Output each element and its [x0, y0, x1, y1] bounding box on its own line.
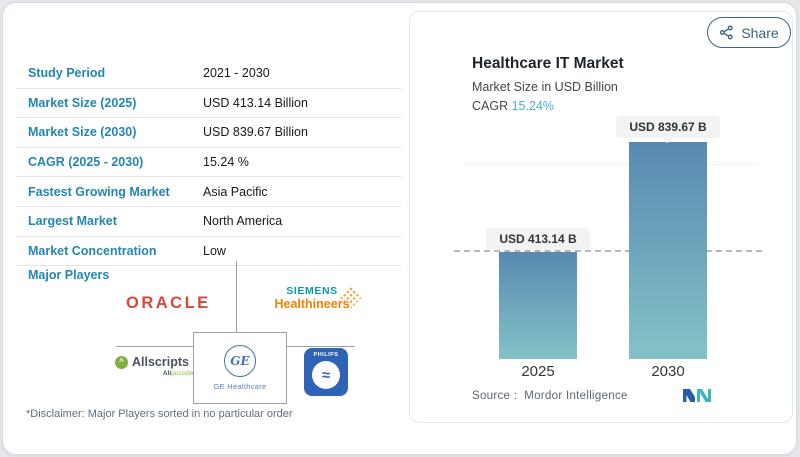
ge-monogram-icon: GE	[224, 345, 256, 377]
healthineers-wordmark: Healthineers	[274, 297, 350, 312]
source-value: Mordor Intelligence	[524, 390, 628, 402]
allscripts-chevron-icon: ^	[115, 355, 128, 369]
allscripts-tagline-bold: All	[162, 370, 172, 377]
chart-cagr-line: CAGR 15.24%	[472, 99, 624, 113]
table-row: Market Concentration Low	[17, 237, 401, 267]
disclaimer-text: *Disclaimer: Major Players sorted in no …	[26, 408, 293, 420]
market-stats-table: Study Period 2021 - 2030 Market Size (20…	[17, 59, 401, 267]
allscripts-tagline-script: possible	[171, 370, 195, 377]
bar-value-badge-2030: USD 839.67 B	[616, 116, 720, 143]
siemens-healthineers-logo: SIEMENS Healthineers	[256, 285, 368, 311]
bar-2025	[499, 252, 577, 359]
philips-shield-icon: PHILIPS ≈	[304, 348, 348, 396]
row-value: Low	[203, 243, 226, 258]
cagr-value: 15.24%	[511, 99, 555, 113]
philips-logo: PHILIPS ≈	[304, 348, 349, 396]
share-button[interactable]: Share	[707, 17, 791, 48]
allscripts-tagline: Allpossible	[115, 370, 195, 377]
chart-title: Healthcare IT Market	[472, 55, 624, 72]
cagr-label: CAGR	[472, 99, 509, 113]
source-attribution: Source : Mordor Intelligence	[472, 390, 628, 402]
table-row: Largest Market North America	[17, 207, 401, 237]
row-value: Asia Pacific	[203, 184, 268, 199]
philips-wordmark: PHILIPS	[313, 352, 339, 358]
row-value: USD 413.14 Billion	[203, 95, 308, 110]
table-row: CAGR (2025 - 2030) 15.24 %	[17, 148, 401, 178]
row-label: Market Size (2030)	[28, 125, 137, 140]
source-label: Source :	[472, 390, 518, 402]
row-label: Market Size (2025)	[28, 95, 137, 110]
bar-2030	[629, 142, 707, 359]
bar-value-badge-2025: USD 413.14 B	[486, 228, 590, 250]
share-button-label: Share	[741, 24, 779, 41]
row-label: Fastest Growing Market	[28, 184, 170, 199]
org-chart-vertical-line	[236, 261, 237, 334]
chart-subtitle: Market Size in USD Billion	[472, 80, 618, 94]
row-label: Study Period	[28, 66, 106, 81]
allscripts-wordmark: Allscripts	[132, 355, 189, 369]
oracle-logo: ORACLE	[126, 294, 211, 312]
mordor-intelligence-logo-icon	[683, 389, 711, 402]
dashed-threshold-line	[454, 250, 762, 252]
allscripts-logo: ^ Allscripts Allpossible	[115, 355, 195, 377]
table-row: Fastest Growing Market Asia Pacific	[17, 177, 401, 207]
philips-waves-icon: ≈	[312, 361, 340, 389]
row-label: Largest Market	[28, 214, 117, 229]
row-value: 15.24 %	[203, 155, 249, 170]
x-axis-label-2030: 2030	[651, 363, 685, 380]
share-icon	[720, 25, 734, 40]
row-label: CAGR (2025 - 2030)	[28, 155, 144, 170]
table-row: Market Size (2030) USD 839.67 Billion	[17, 118, 401, 148]
x-axis-label-2025: 2025	[521, 363, 555, 380]
faint-gridline	[462, 164, 758, 165]
row-value: 2021 - 2030	[203, 66, 270, 81]
siemens-wordmark: SIEMENS	[286, 285, 338, 297]
chart-header: Healthcare IT Market Market Size in USD …	[472, 55, 624, 113]
ge-healthcare-logo: GE GE Healthcare	[193, 332, 287, 404]
chart-card: Share Healthcare IT Market Market Size i…	[409, 11, 793, 423]
major-players-label: Major Players	[28, 268, 110, 282]
ge-monogram-letters: GE	[230, 354, 250, 368]
table-row: Market Size (2025) USD 413.14 Billion	[17, 89, 401, 119]
row-label: Market Concentration	[28, 243, 157, 258]
ge-healthcare-wordmark: GE Healthcare	[213, 382, 267, 391]
row-value: North America	[203, 214, 283, 229]
row-value: USD 839.67 Billion	[203, 125, 308, 140]
table-row: Study Period 2021 - 2030	[17, 59, 401, 89]
